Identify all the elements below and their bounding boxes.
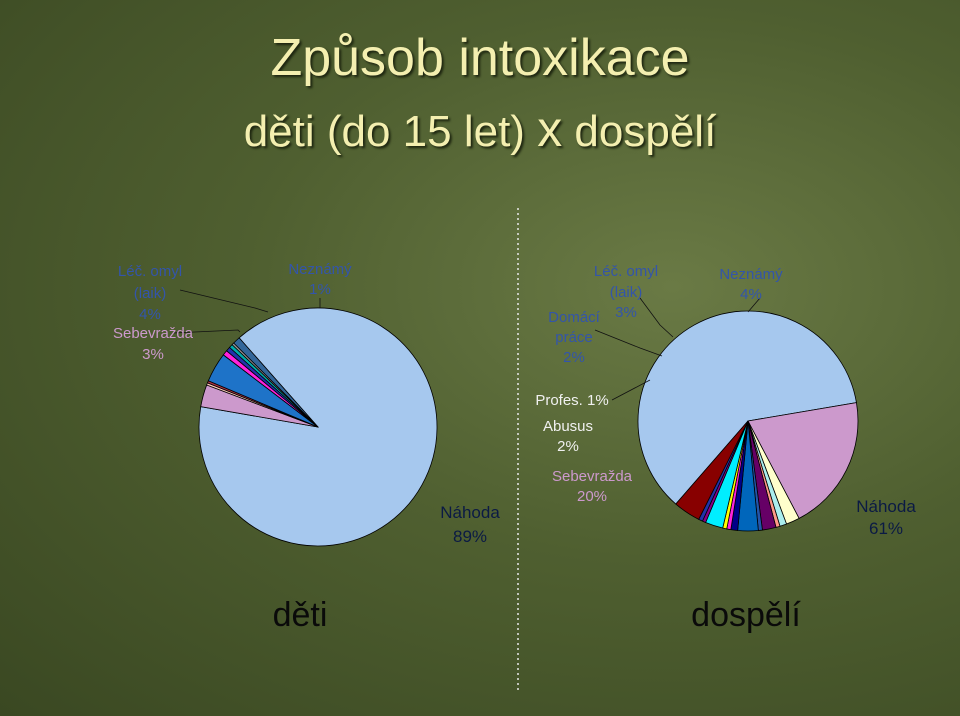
label-lecomyl-left-3: 4% <box>139 306 161 323</box>
label-sebevrazda-right-2: 20% <box>577 488 607 505</box>
title-line2-x: x <box>537 101 563 157</box>
label-domaci-right-2: práce <box>555 329 593 346</box>
pie-left-labels: Léč. omyl (laik) 4% Sebevražda 3% Neznám… <box>113 261 500 546</box>
label-lecomyl-left-1: Léč. omyl <box>118 263 182 280</box>
title-line1: Způsob intoxikace <box>270 29 690 87</box>
label-domaci-right-3: 2% <box>563 349 585 366</box>
label-abusus-right-1: Abusus <box>543 418 593 435</box>
label-sebevrazda-right-1: Sebevražda <box>552 468 633 485</box>
label-neznamy-left-2: 1% <box>309 281 331 298</box>
label-nahoda-left-2: 89% <box>453 527 487 546</box>
label-domaci-right-1: Domácí <box>548 309 601 326</box>
pie-chart-deti <box>198 307 438 547</box>
label-lecomyl-right-2: (laik) <box>610 284 643 301</box>
leader-neznamy-right <box>747 297 761 313</box>
label-lecomyl-left-2: (laik) <box>134 285 167 302</box>
pie-right-slice-sebevrazda <box>747 402 859 519</box>
pie-right-slice-nahoda <box>637 310 857 505</box>
label-nahoda-right-1: Náhoda <box>856 497 916 516</box>
label-nahoda-left-1: Náhoda <box>440 503 500 522</box>
label-neznamy-right-2: 4% <box>740 286 762 303</box>
leader-lines <box>172 289 761 401</box>
leader-profes-right <box>611 379 651 401</box>
title-line2-a: děti (do 15 let) <box>243 107 538 156</box>
label-neznamy-right-1: Neznámý <box>719 266 783 283</box>
label-nahoda-right-2: 61% <box>869 519 903 538</box>
pie-right-slice-neznamy <box>675 420 749 520</box>
page-subtitle: děti (do 15 let) x dospělí <box>0 100 960 158</box>
leader-lecomyl-right <box>639 297 674 338</box>
pie-right-labels: Léč. omyl (laik) 3% Domácí práce 2% Nezn… <box>535 263 916 538</box>
label-neznamy-left-1: Neznámý <box>288 261 352 278</box>
pie-left-slice-neznamy <box>233 337 319 428</box>
leader-domaci-right <box>594 329 663 357</box>
label-lecomyl-right-3: 3% <box>615 304 637 321</box>
label-sebevrazda-left-2: 3% <box>142 346 164 363</box>
bottom-label-deti: děti <box>272 596 328 634</box>
page-title: Způsob intoxikace <box>0 28 960 88</box>
bottom-label-dospeli: dospělí <box>691 596 801 634</box>
pie-chart-dospeli <box>637 310 859 532</box>
label-sebevrazda-left-1: Sebevražda <box>113 325 194 342</box>
label-profes-right: Profes. 1% <box>535 392 608 409</box>
label-abusus-right-2: 2% <box>557 438 579 455</box>
leader-sebevrazda-left <box>172 329 241 334</box>
title-line2-b: dospělí <box>562 107 717 156</box>
leader-lecomyl-left <box>179 289 269 313</box>
label-lecomyl-right-1: Léč. omyl <box>594 263 658 280</box>
